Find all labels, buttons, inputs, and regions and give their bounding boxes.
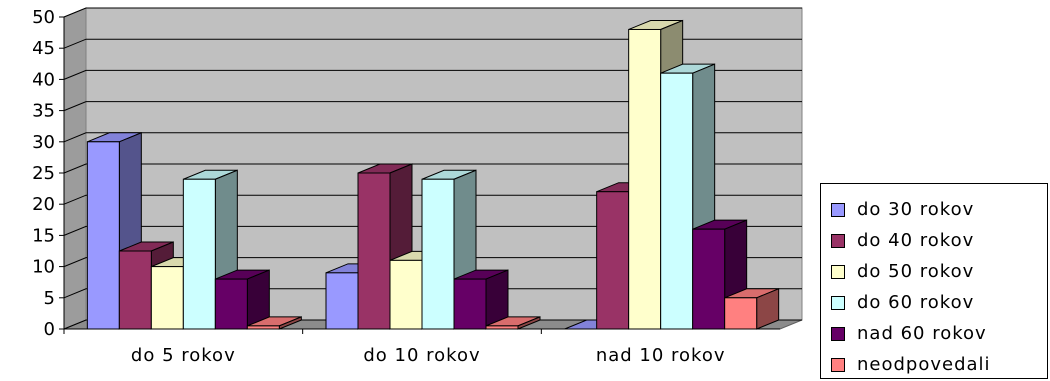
bar-front [692, 228, 726, 330]
x-tick-label: do 5 rokov [131, 345, 236, 366]
x-tick-label: nad 10 rokov [596, 345, 726, 366]
bar [246, 316, 302, 330]
bars [86, 19, 780, 330]
y-tick-label: 45 [32, 38, 55, 59]
legend-item: do 40 rokov [831, 225, 1047, 256]
bar-front [453, 278, 487, 330]
gridline [63, 38, 802, 49]
legend-item: do 60 rokov [831, 287, 1047, 318]
gridline [63, 257, 802, 268]
bar-front [246, 325, 280, 330]
legend: do 30 rokov do 40 rokov do 50 rokov do 60 r… [820, 183, 1048, 379]
bar-front [214, 278, 248, 330]
y-tick-label: 35 [32, 101, 55, 122]
y-tick-label: 40 [32, 69, 55, 90]
legend-swatch [831, 295, 845, 310]
bar [724, 288, 780, 330]
bar-front [628, 28, 662, 330]
bar-front [86, 141, 120, 330]
legend-item: do 50 rokov [831, 256, 1047, 287]
bar [485, 316, 541, 330]
bar-front [660, 72, 694, 330]
legend-swatch [831, 326, 845, 341]
x-tick-label: do 10 rokov [363, 345, 480, 366]
gridline [63, 319, 802, 330]
y-tick-labels: 0 5 10 15 20 25 30 35 40 45 50 [32, 7, 55, 340]
y-tick-label: 0 [44, 319, 55, 340]
y-tick-label: 15 [32, 225, 55, 246]
gridline [63, 225, 802, 236]
gridline [63, 163, 802, 174]
bar-front [724, 297, 758, 330]
legend-label: neodpovedali [857, 354, 991, 375]
gridline [63, 288, 802, 299]
bar-front [182, 178, 216, 330]
legend-item: nad 60 rokov [831, 318, 1047, 349]
y-tick-label: 10 [32, 257, 55, 278]
gridlines [63, 7, 802, 330]
legend-label: do 30 rokov [857, 199, 975, 220]
gridline [63, 194, 802, 205]
bar-front [357, 172, 391, 330]
legend-label: nad 60 rokov [857, 323, 987, 344]
legend-label: do 40 rokov [857, 230, 975, 251]
bar-front [421, 178, 455, 330]
gridline [63, 7, 802, 18]
legend-label: do 60 rokov [857, 292, 975, 313]
legend-swatch [831, 264, 845, 279]
x-tick-labels: do 5 rokov do 10 rokov nad 10 rokov [131, 345, 726, 366]
legend-item: neodpovedali [831, 349, 1047, 380]
bar [214, 269, 270, 330]
legend-swatch [831, 202, 845, 217]
y-tick-label: 50 [32, 7, 55, 28]
bar-front [150, 266, 184, 330]
legend-item: do 30 rokov [831, 194, 1047, 225]
bar-front [325, 272, 359, 330]
legend-swatch [831, 233, 845, 248]
bar-chart: 0 5 10 15 20 25 30 35 40 45 50 do 5 rokov do 10 rok… [32, 7, 803, 366]
y-tick-label: 25 [32, 163, 55, 184]
y-tick-label: 30 [32, 132, 55, 153]
y-tick-label: 20 [32, 194, 55, 215]
bar-front [485, 325, 519, 330]
gridline [63, 101, 802, 112]
gridline [63, 69, 802, 80]
legend-label: do 50 rokov [857, 261, 975, 282]
legend-swatch [831, 357, 845, 372]
bar [453, 269, 509, 330]
bar-front [389, 259, 423, 330]
y-tick-label: 5 [44, 288, 55, 309]
bar-front [596, 191, 630, 330]
gridline [63, 132, 802, 143]
bar-front [118, 250, 152, 330]
